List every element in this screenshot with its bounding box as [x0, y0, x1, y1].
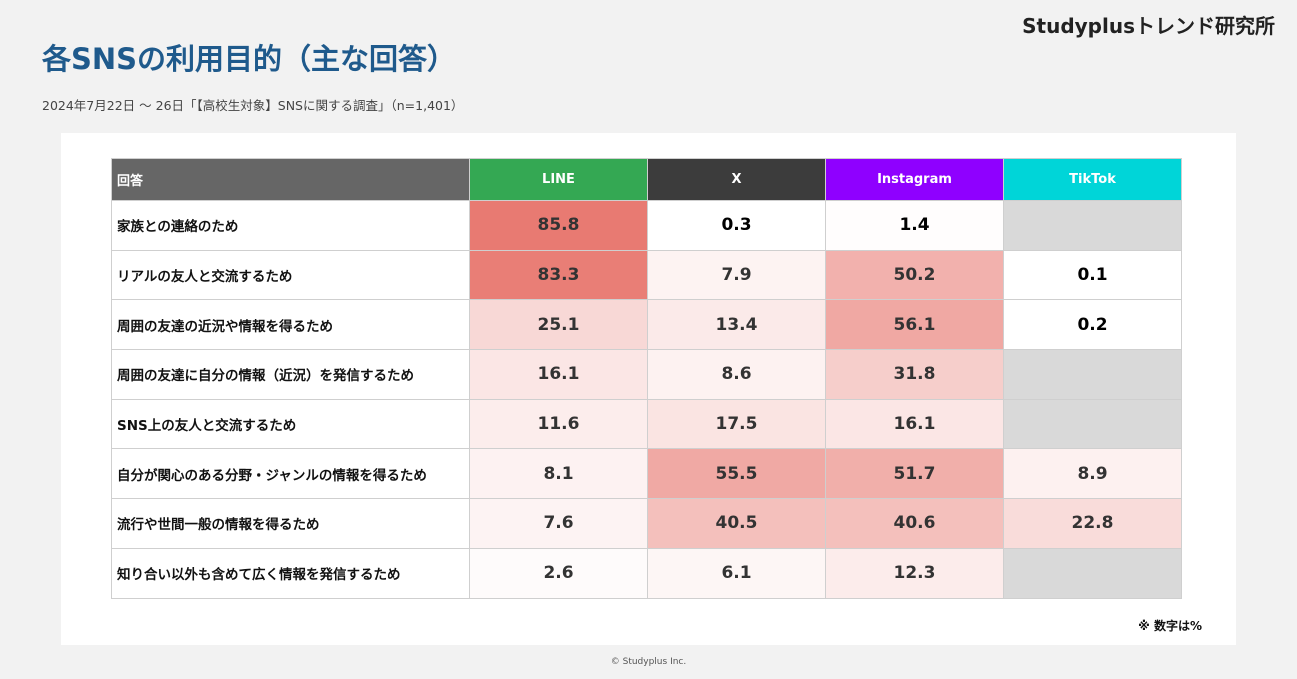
value-cell: 0.1 [1003, 249, 1182, 301]
value-cell: 85.8 [469, 200, 648, 251]
copyright-footer: © Studyplus Inc. [610, 657, 687, 667]
value-cell: 7.9 [647, 249, 826, 301]
value-cell: 40.5 [647, 498, 826, 549]
value-cell: 83.3 [469, 249, 648, 301]
value-cell: 6.1 [647, 547, 826, 599]
value-cell: 8.1 [469, 448, 648, 500]
unit-note: ※ 数字は% [1138, 619, 1202, 633]
value-cell: 2.6 [469, 547, 648, 599]
value-cell: 22.8 [1003, 498, 1182, 549]
no-data-cell [1003, 398, 1182, 450]
value-cell: 51.7 [825, 448, 1004, 500]
table-row: 自分が関心のある分野・ジャンルの情報を得るため 8.1 55.5 51.7 8.9 [111, 448, 1182, 500]
table-row: SNS上の友人と交流するため 11.6 17.5 16.1 [111, 398, 1182, 450]
value-cell: 13.4 [647, 299, 826, 351]
value-cell: 0.2 [1003, 299, 1182, 351]
table-row: リアルの友人と交流するため 83.3 7.9 50.2 0.1 [111, 249, 1182, 301]
table-body: 家族との連絡のため 85.8 0.3 1.4 リアルの友人と交流するため 83.3 7.9 5… [111, 200, 1182, 599]
value-cell: 1.4 [825, 200, 1004, 251]
table-row: 流行や世間一般の情報を得るため 7.6 40.5 40.6 22.8 [111, 498, 1182, 549]
row-label: 周囲の友達の近況や情報を得るため [111, 299, 470, 351]
value-cell: 8.6 [647, 349, 826, 400]
no-data-cell [1003, 349, 1182, 400]
no-data-cell [1003, 200, 1182, 251]
value-cell: 17.5 [647, 398, 826, 450]
column-header-tiktok: TikTok [1003, 158, 1182, 201]
value-cell: 40.6 [825, 498, 1004, 549]
row-label: リアルの友人と交流するため [111, 249, 470, 301]
row-label: 周囲の友達に自分の情報（近況）を発信するため [111, 349, 470, 400]
value-cell: 56.1 [825, 299, 1004, 351]
heatmap-table: 回答 LINE X Instagram TikTok 家族との連絡のため 85.8… [111, 158, 1182, 599]
column-header-line: LINE [469, 158, 648, 201]
row-label: 流行や世間一般の情報を得るため [111, 498, 470, 549]
row-label: SNS上の友人と交流するため [111, 398, 470, 450]
column-header-x: X [647, 158, 826, 201]
row-header-cell: 回答 [111, 158, 470, 201]
no-data-cell [1003, 547, 1182, 599]
value-cell: 16.1 [825, 398, 1004, 450]
column-header-instagram: Instagram [825, 158, 1004, 201]
value-cell: 50.2 [825, 249, 1004, 301]
value-cell: 16.1 [469, 349, 648, 400]
table-row: 家族との連絡のため 85.8 0.3 1.4 [111, 200, 1182, 251]
table-panel: 回答 LINE X Instagram TikTok 家族との連絡のため 85.8… [61, 133, 1236, 645]
value-cell: 12.3 [825, 547, 1004, 599]
brand-logo: Studyplusトレンド研究所 [1022, 14, 1275, 38]
value-cell: 8.9 [1003, 448, 1182, 500]
table-row: 知り合い以外も含めて広く情報を発信するため 2.6 6.1 12.3 [111, 547, 1182, 599]
value-cell: 11.6 [469, 398, 648, 450]
table-header-row: 回答 LINE X Instagram TikTok [111, 158, 1182, 201]
value-cell: 0.3 [647, 200, 826, 251]
table-row: 周囲の友達の近況や情報を得るため 25.1 13.4 56.1 0.2 [111, 299, 1182, 351]
page-subtitle: 2024年7月22日 〜 26日「【高校生対象】SNSに関する調査」（n=1,4… [42, 98, 464, 113]
row-label: 知り合い以外も含めて広く情報を発信するため [111, 547, 470, 599]
row-label: 家族との連絡のため [111, 200, 470, 251]
value-cell: 25.1 [469, 299, 648, 351]
row-label: 自分が関心のある分野・ジャンルの情報を得るため [111, 448, 470, 500]
page-title: 各SNSの利用目的（主な回答） [42, 42, 457, 76]
value-cell: 55.5 [647, 448, 826, 500]
value-cell: 7.6 [469, 498, 648, 549]
value-cell: 31.8 [825, 349, 1004, 400]
table-row: 周囲の友達に自分の情報（近況）を発信するため 16.1 8.6 31.8 [111, 349, 1182, 400]
